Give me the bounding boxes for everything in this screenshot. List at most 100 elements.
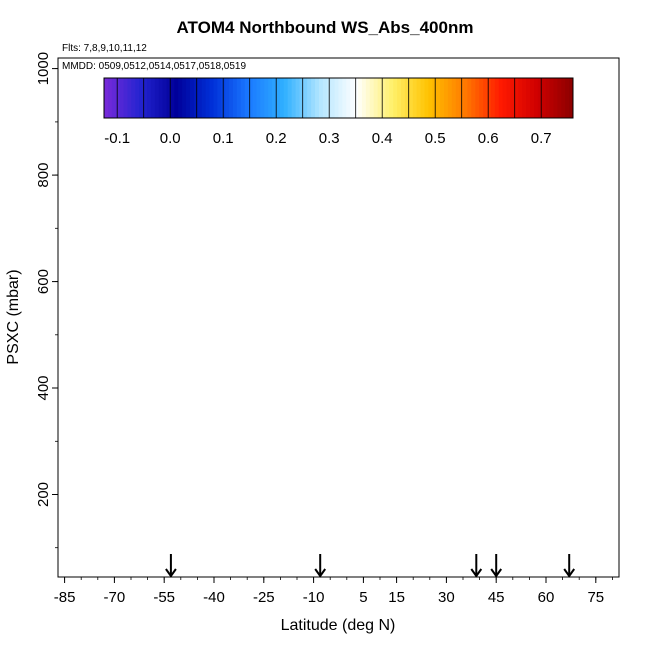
colorbar-segment <box>295 78 300 118</box>
colorbar: -0.1 0.0 0.1 0.2 0.3 0.4 0.5 0.6 0.7 <box>103 77 574 147</box>
colorbar-segment <box>303 78 308 118</box>
sample-point <box>583 353 592 362</box>
colorbar-segment <box>158 78 164 118</box>
sample-point <box>430 419 439 428</box>
colorbar-segment <box>244 78 250 118</box>
sample-point <box>347 268 356 277</box>
colorbar-segment <box>291 78 297 118</box>
sample-point <box>358 351 367 360</box>
sample-point <box>549 251 559 260</box>
colorbar-segment <box>444 78 449 118</box>
sample-point <box>499 317 508 326</box>
colorbar-segment <box>557 78 562 118</box>
sample-point <box>568 128 577 137</box>
colorbar-segment <box>232 78 238 118</box>
plot-frame <box>57 57 620 578</box>
sample-point <box>61 339 70 348</box>
sample-point <box>382 317 391 326</box>
colorbar-segment <box>162 78 168 118</box>
sample-point <box>334 303 343 312</box>
x-tick-label: -25 <box>253 589 275 606</box>
colorbar-segment <box>104 78 109 118</box>
colorbar-segment <box>182 78 187 118</box>
sample-point <box>460 283 469 292</box>
colorbar-segment <box>553 78 558 118</box>
colorbar-segment <box>287 78 293 118</box>
colorbar-segment <box>127 78 132 118</box>
sample-point <box>327 254 336 263</box>
sample-point <box>299 331 308 340</box>
colorbar-segment <box>139 78 144 118</box>
colorbar-segment <box>193 78 199 118</box>
sample-point <box>371 399 380 408</box>
colorbar-tick-label: 0.2 <box>266 130 287 147</box>
sample-point <box>427 372 436 381</box>
sample-point <box>100 120 109 129</box>
colorbar-segment <box>393 78 398 118</box>
sample-point <box>70 425 79 434</box>
colorbar-tick-label: 0.3 <box>319 130 340 147</box>
colorbar-segment <box>404 78 410 118</box>
colorbar-segment <box>412 78 418 118</box>
sample-point <box>102 481 111 490</box>
colorbar-segment <box>541 78 547 118</box>
flight-arrow-head <box>314 568 327 578</box>
sample-point <box>67 360 76 369</box>
sample-point <box>131 186 140 195</box>
sample-point <box>380 212 389 221</box>
colorbar-tick-label: 0.1 <box>213 130 234 147</box>
sample-point <box>206 168 215 177</box>
sample-point <box>302 392 311 401</box>
colorbar-segment <box>487 78 492 118</box>
colorbar-tick-label: 0.7 <box>531 130 552 147</box>
colorbar-segment <box>373 78 379 118</box>
sample-point <box>407 141 416 150</box>
colorbar-tick-label: 0.4 <box>372 130 393 147</box>
colorbar-frame <box>103 77 574 119</box>
colorbar-segment <box>111 78 117 118</box>
sample-point <box>295 208 304 217</box>
colorbar-segment <box>322 78 328 118</box>
sample-point <box>301 277 310 286</box>
colorbar-segment <box>338 78 343 118</box>
sample-point <box>366 285 375 294</box>
sample-point <box>126 156 135 165</box>
sample-point <box>492 192 501 201</box>
colorbar-segment <box>240 78 246 118</box>
sample-point <box>132 396 141 405</box>
x-tick-label: -85 <box>54 589 76 606</box>
y-tick-label: 800 <box>35 163 52 188</box>
flight-arrow-head <box>563 568 576 578</box>
colorbar-segment <box>248 78 254 118</box>
sample-point <box>514 415 523 424</box>
colorbar-segment <box>131 78 136 118</box>
y-tick-label: 400 <box>35 375 52 400</box>
sample-point <box>104 401 113 411</box>
colorbar-segment <box>115 78 121 118</box>
sample-point <box>105 430 114 440</box>
sample-point <box>524 174 533 183</box>
sample-point <box>280 396 289 405</box>
colorbar-segment <box>334 78 339 118</box>
x-tick-label: -10 <box>303 589 325 606</box>
y-tick-label: 1000 <box>35 52 52 85</box>
sample-point <box>158 213 167 223</box>
sample-point <box>312 424 321 433</box>
flight-arrow-head <box>165 568 177 578</box>
sample-point <box>175 324 184 334</box>
sample-point <box>298 281 307 291</box>
colorbar-segment <box>272 78 277 118</box>
sample-point <box>393 328 402 337</box>
sample-point <box>83 317 92 326</box>
colorbar-segment <box>381 78 386 118</box>
sample-point <box>141 165 151 174</box>
sample-point <box>526 478 535 487</box>
sample-point <box>363 251 372 261</box>
sample-point <box>331 391 341 400</box>
colorbar-segment <box>533 78 539 118</box>
sample-point <box>183 141 193 150</box>
colorbar-segment <box>299 78 304 118</box>
x-axis: -85 -70 -55 -40 -25 -10 5 15 30 45 60 75 <box>54 577 613 606</box>
sample-point <box>475 215 484 225</box>
